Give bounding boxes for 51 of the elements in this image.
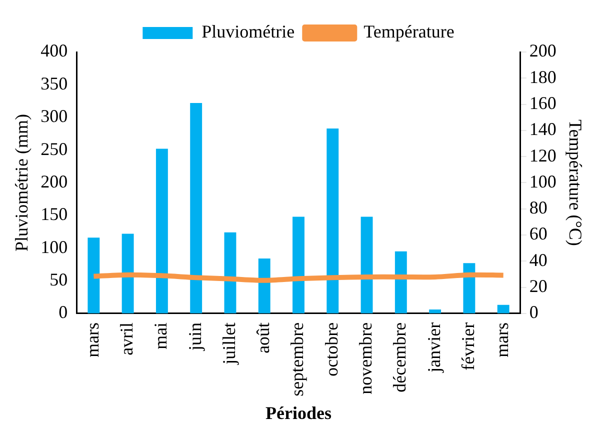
x-tick-label: juillet xyxy=(218,322,239,366)
bar xyxy=(326,128,339,314)
x-tick-label: janvier xyxy=(424,322,444,374)
x-tick-label: juin xyxy=(184,322,205,352)
bar xyxy=(122,234,134,314)
y-tick-label: 350 xyxy=(40,73,68,94)
bar xyxy=(88,238,100,314)
y2-tick-label: 120 xyxy=(529,145,556,166)
y-tick-label: 250 xyxy=(40,138,68,159)
y2-tick-label: 180 xyxy=(529,66,556,87)
bar xyxy=(224,232,236,314)
x-tick-label: octobre xyxy=(321,322,342,376)
x-tick-label: novembre xyxy=(356,322,376,394)
bar xyxy=(463,263,476,314)
bar xyxy=(360,216,373,314)
x-tick-label: avril xyxy=(116,322,137,356)
y2-tick-label: 20 xyxy=(529,276,548,296)
bar xyxy=(429,310,442,314)
x-tick-label: décembre xyxy=(390,322,410,392)
y2-axis-title: Température (°C) xyxy=(565,120,586,246)
y-tick-label: 0 xyxy=(58,302,68,322)
y2-tick-label: 200 xyxy=(529,40,556,61)
x-tick-label: février xyxy=(458,322,478,370)
x-tick-label: mai xyxy=(150,322,171,350)
y2-tick-label: 60 xyxy=(529,224,548,244)
y2-tick-label: 40 xyxy=(529,250,548,270)
y-tick-label: 100 xyxy=(40,236,68,257)
bar xyxy=(156,148,168,314)
y2-tick-label: 0 xyxy=(529,302,538,322)
y-tick-label: 50 xyxy=(50,269,68,290)
bar xyxy=(258,258,270,314)
y-tick-label: 150 xyxy=(40,204,68,224)
x-tick-label: mars xyxy=(492,322,512,358)
x-tick-label: août xyxy=(253,322,274,354)
bar xyxy=(497,304,510,314)
legend-label: Pluviométrie xyxy=(202,22,295,42)
legend-label: Température xyxy=(364,22,454,42)
y2-tick-label: 140 xyxy=(529,119,556,140)
x-axis-title: Périodes xyxy=(266,402,332,423)
y2-tick-label: 80 xyxy=(529,198,548,218)
y-tick-label: 200 xyxy=(40,171,68,192)
y-tick-label: 400 xyxy=(40,40,68,61)
y-axis-title: Pluviométrie (mm) xyxy=(12,114,32,252)
y2-tick-label: 100 xyxy=(529,171,556,192)
y-tick-label: 300 xyxy=(40,106,68,126)
bar xyxy=(394,251,407,314)
x-tick-label: mars xyxy=(82,322,102,358)
x-tick-label: septembre xyxy=(287,322,308,396)
bar xyxy=(190,102,202,314)
y2-tick-label: 160 xyxy=(529,93,556,114)
bar xyxy=(292,216,304,314)
